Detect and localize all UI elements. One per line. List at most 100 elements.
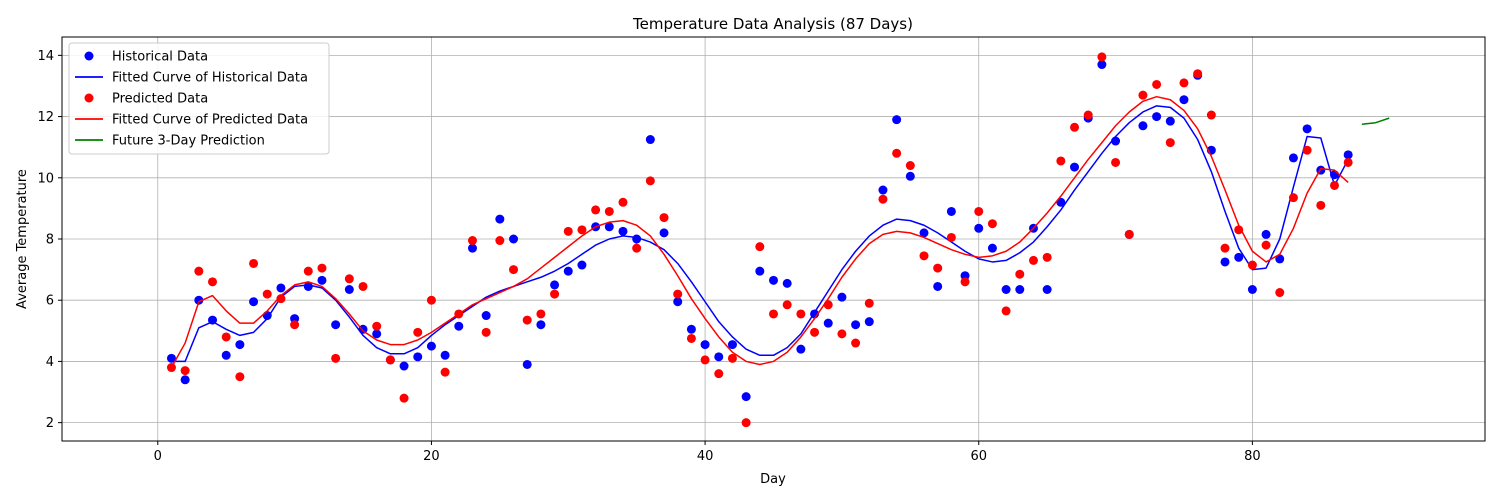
data-point	[426, 295, 436, 305]
data-point	[604, 222, 614, 232]
data-point	[1165, 116, 1175, 126]
data-point	[454, 321, 464, 331]
x-tick-label: 0	[154, 449, 162, 464]
data-point	[851, 320, 861, 330]
data-point	[331, 320, 341, 330]
data-point	[1138, 90, 1148, 100]
data-point	[331, 353, 341, 363]
data-point	[604, 206, 614, 216]
data-point	[1111, 157, 1121, 167]
data-point	[221, 332, 231, 342]
data-point	[509, 234, 519, 244]
data-point	[782, 300, 792, 310]
data-point	[946, 206, 956, 216]
data-point	[632, 243, 642, 253]
data-point	[1234, 225, 1244, 235]
data-point	[276, 294, 286, 304]
x-tick-label: 60	[970, 449, 987, 464]
data-point	[249, 297, 259, 307]
data-point	[645, 176, 655, 186]
data-point	[550, 289, 560, 299]
data-point	[796, 309, 806, 319]
data-point	[385, 355, 395, 365]
data-point	[1343, 150, 1353, 160]
legend-item: Historical Data	[84, 50, 208, 65]
legend-marker-swatch	[84, 93, 94, 103]
data-point	[1179, 78, 1189, 88]
data-point	[755, 266, 765, 276]
data-point	[618, 197, 628, 207]
data-point	[413, 352, 423, 362]
legend-label: Future 3-Day Prediction	[112, 134, 265, 149]
data-point	[960, 277, 970, 287]
data-point	[974, 223, 984, 233]
data-point	[1042, 285, 1052, 294]
data-point	[1001, 285, 1011, 294]
data-point	[1220, 257, 1230, 267]
data-point	[645, 135, 655, 145]
data-point	[440, 367, 450, 377]
data-point	[467, 243, 477, 253]
data-point	[577, 260, 587, 270]
series-line	[171, 105, 1349, 363]
data-point	[1247, 285, 1257, 294]
series-future-3-day-prediction	[1361, 117, 1390, 125]
data-point	[1302, 145, 1312, 155]
x-tick-label: 40	[697, 449, 714, 464]
data-point	[481, 311, 491, 321]
series-predicted-data	[166, 52, 1353, 428]
data-point	[673, 289, 683, 299]
series-fitted-curve-of-historical-data	[171, 105, 1349, 363]
data-point	[823, 300, 833, 310]
data-point	[413, 327, 423, 337]
data-point	[536, 309, 546, 319]
data-point	[878, 185, 888, 195]
y-tick-label: 8	[46, 233, 54, 248]
y-tick-label: 10	[37, 171, 54, 186]
data-point	[1070, 122, 1080, 132]
x-tick-label: 20	[423, 449, 440, 464]
y-tick-label: 12	[37, 110, 54, 125]
data-point	[1028, 255, 1038, 265]
legend-marker-swatch	[84, 51, 94, 61]
data-point	[1329, 180, 1339, 190]
data-point	[851, 338, 861, 348]
data-point	[1083, 110, 1093, 120]
legend-item: Fitted Curve of Historical Data	[75, 71, 308, 86]
data-point	[769, 309, 778, 319]
data-point	[1152, 112, 1162, 122]
data-point	[1015, 285, 1025, 294]
data-point	[194, 266, 204, 276]
legend-label: Historical Data	[112, 50, 208, 65]
data-point	[303, 266, 313, 276]
legend-label: Fitted Curve of Historical Data	[112, 71, 308, 86]
data-point	[864, 298, 874, 308]
data-point	[358, 281, 368, 291]
data-point	[591, 205, 601, 215]
data-point	[276, 283, 286, 293]
data-point	[741, 392, 751, 402]
data-point	[235, 372, 245, 382]
data-point	[290, 320, 300, 330]
legend: Historical Data Fitted Curve of Historica…	[68, 42, 330, 155]
data-point	[194, 295, 204, 305]
data-point	[481, 327, 491, 337]
data-point	[344, 285, 354, 294]
data-point	[659, 213, 669, 223]
data-point	[1302, 124, 1312, 134]
data-point	[782, 278, 792, 288]
data-point	[249, 258, 259, 268]
data-point	[1138, 121, 1148, 131]
data-point	[495, 214, 505, 224]
data-point	[1056, 156, 1066, 166]
data-point	[974, 206, 984, 216]
data-point	[1275, 254, 1285, 264]
data-point	[933, 263, 943, 273]
legend-item: Predicted Data	[84, 92, 208, 107]
x-axis-label: Day	[760, 472, 786, 487]
data-point	[262, 289, 272, 299]
data-point	[522, 315, 532, 325]
data-point	[563, 226, 573, 236]
data-point	[372, 329, 382, 339]
data-point	[1247, 260, 1257, 270]
